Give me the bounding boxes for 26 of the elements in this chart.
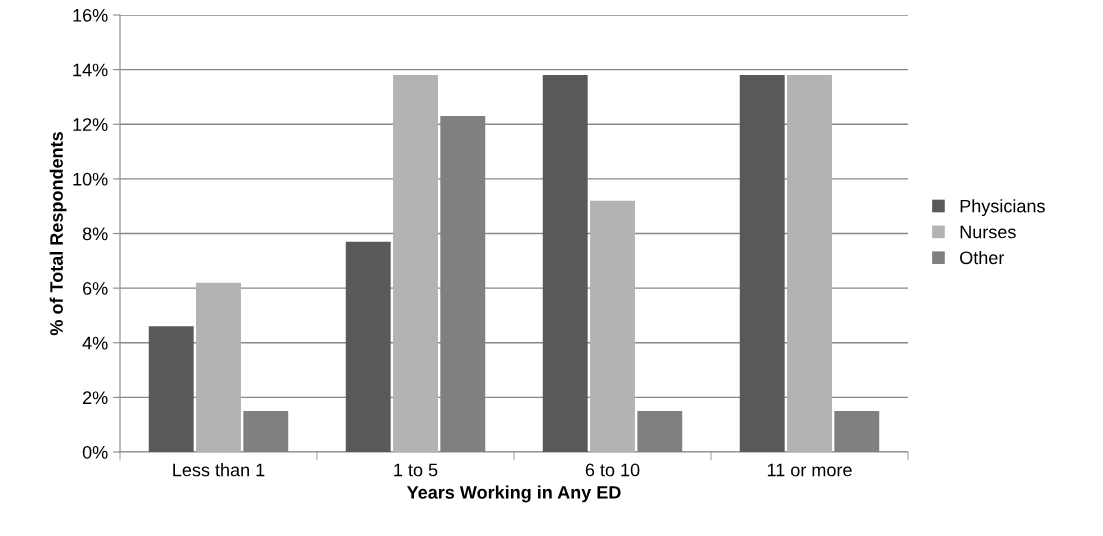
x-tick-label: 6 to 10 (585, 463, 640, 477)
x-tick-label: 1 to 5 (394, 463, 438, 477)
x-tick-label: 11 or more (767, 463, 852, 477)
y-tick-label: 6% (83, 282, 108, 295)
legend-label: Nurses (960, 225, 1016, 239)
y-tick-label: 0% (82, 445, 108, 459)
y-tick-label: 4% (82, 336, 108, 350)
legend-label: Physicians (960, 199, 1045, 217)
y-tick-label: 10% (73, 172, 108, 186)
y-tick-label: 8% (82, 227, 108, 241)
bar (542, 75, 588, 452)
bar (590, 200, 635, 452)
y-tick-label: 12% (73, 118, 108, 131)
bar (148, 326, 194, 452)
bar (787, 75, 832, 452)
bar (345, 241, 391, 452)
x-tick-label: Less than 1 (173, 463, 265, 477)
y-axis-title: % of Total Respondents (49, 132, 67, 336)
legend-label: Other (960, 250, 1005, 265)
y-tick-label: 14% (73, 63, 108, 77)
y-tick-label: 2% (83, 391, 108, 405)
x-axis-title: Years Working in Any ED (406, 485, 621, 503)
bar (196, 282, 241, 452)
y-tick-label: 16% (73, 8, 108, 22)
bar (739, 75, 785, 452)
bar (393, 75, 438, 452)
